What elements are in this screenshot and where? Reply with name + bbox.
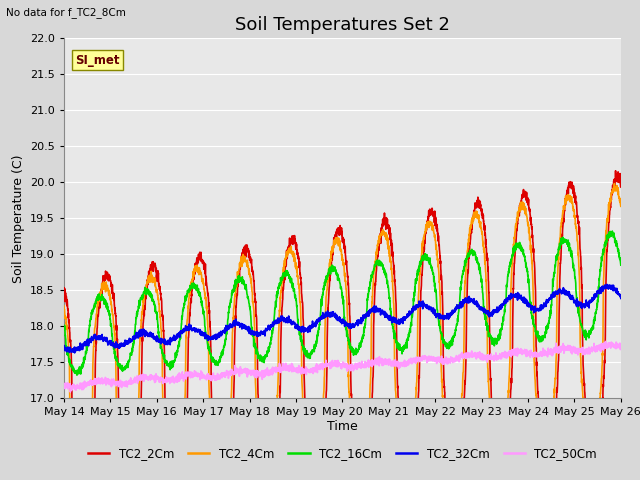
Text: No data for f_TC2_8Cm: No data for f_TC2_8Cm bbox=[6, 7, 126, 18]
Title: Soil Temperatures Set 2: Soil Temperatures Set 2 bbox=[235, 16, 450, 34]
Legend: TC2_2Cm, TC2_4Cm, TC2_16Cm, TC2_32Cm, TC2_50Cm: TC2_2Cm, TC2_4Cm, TC2_16Cm, TC2_32Cm, TC… bbox=[83, 442, 602, 465]
X-axis label: Time: Time bbox=[327, 420, 358, 433]
Text: SI_met: SI_met bbox=[75, 54, 120, 67]
Y-axis label: Soil Temperature (C): Soil Temperature (C) bbox=[12, 154, 24, 283]
